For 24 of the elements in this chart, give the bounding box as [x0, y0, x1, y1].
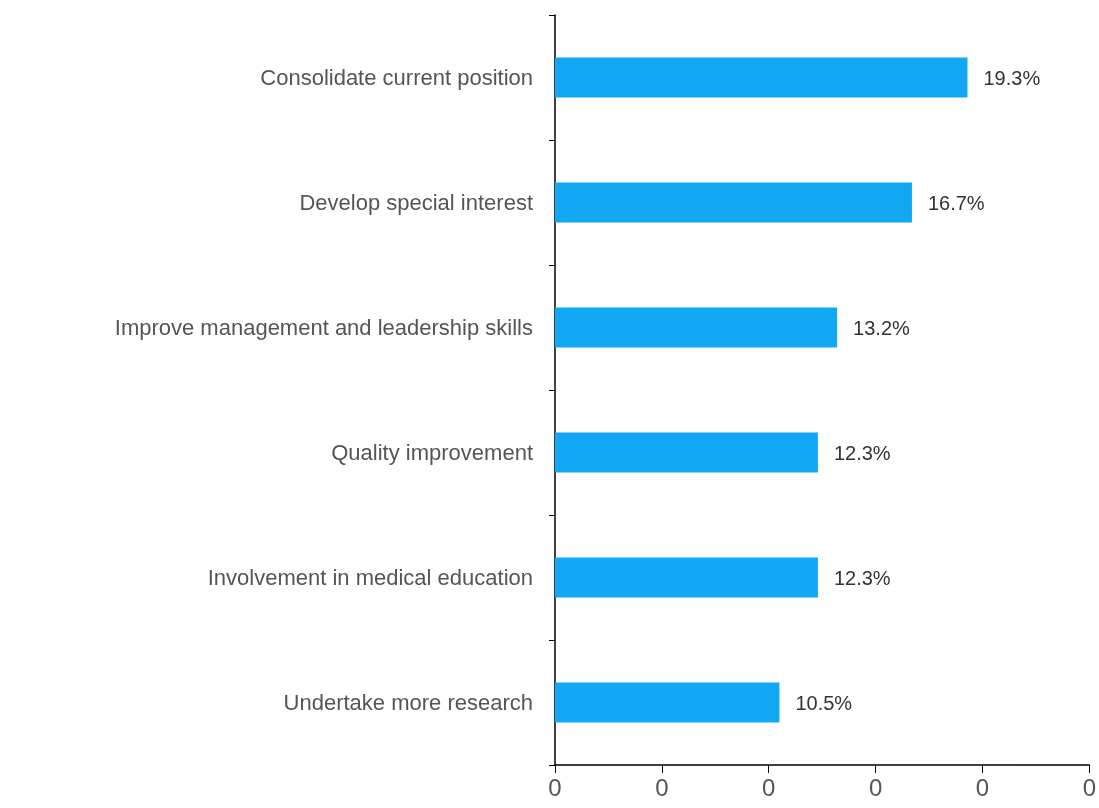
data-label: 12.3% [833, 441, 891, 464]
text: 0 [762, 773, 776, 801]
y-tick-label: Involvement in medical education [207, 565, 533, 590]
text: 0 [868, 773, 883, 801]
y-tick-label: Consolidate current position [260, 65, 533, 90]
bar [555, 57, 968, 98]
bar [555, 682, 780, 723]
y-tick-label: Quality improvement [331, 440, 533, 465]
data-label: 19.3% [983, 66, 1041, 89]
bar [555, 182, 912, 223]
bar [555, 307, 838, 348]
text: 0 [1082, 773, 1097, 801]
data-label: 16.7% [927, 191, 985, 214]
y-tick-label: Improve management and leadership skills [114, 315, 533, 340]
text: 0 [548, 773, 562, 801]
bar [555, 557, 818, 598]
bar [555, 432, 818, 473]
text: 0 [655, 773, 669, 801]
data-label: 13.2% [853, 316, 911, 339]
data-label: 12.3% [833, 566, 891, 589]
data-label: 10.5% [795, 691, 853, 714]
y-tick-label: Undertake more research [283, 690, 533, 715]
text: 0 [975, 773, 990, 801]
y-tick-label: Develop special interest [299, 190, 533, 215]
